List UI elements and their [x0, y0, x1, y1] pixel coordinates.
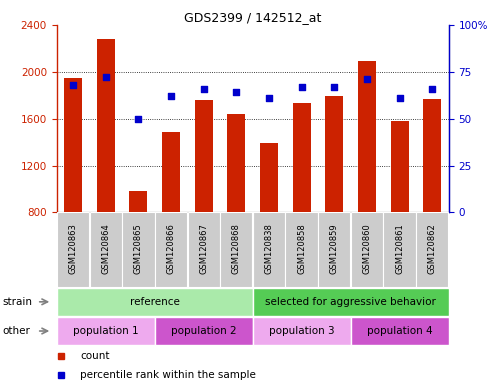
Point — [200, 86, 208, 92]
Bar — [285, 212, 318, 287]
Bar — [252, 317, 351, 345]
Text: GSM120866: GSM120866 — [167, 223, 176, 274]
Text: GSM120862: GSM120862 — [428, 223, 437, 274]
Title: GDS2399 / 142512_at: GDS2399 / 142512_at — [184, 11, 321, 24]
Text: GSM120858: GSM120858 — [297, 223, 306, 274]
Bar — [253, 212, 285, 287]
Bar — [57, 317, 155, 345]
Text: count: count — [80, 351, 110, 361]
Bar — [220, 212, 252, 287]
Bar — [90, 212, 122, 287]
Bar — [187, 212, 220, 287]
Point — [428, 86, 436, 92]
Bar — [390, 121, 409, 212]
Bar — [416, 212, 449, 287]
Text: selected for aggressive behavior: selected for aggressive behavior — [265, 297, 436, 307]
Bar — [195, 100, 212, 212]
Bar — [293, 103, 311, 212]
Text: GSM120863: GSM120863 — [69, 223, 77, 274]
Text: GSM120867: GSM120867 — [199, 223, 208, 274]
Bar — [155, 317, 252, 345]
Text: GSM120838: GSM120838 — [264, 223, 274, 274]
Text: GSM120865: GSM120865 — [134, 223, 143, 274]
Bar — [260, 143, 278, 212]
Point — [232, 89, 240, 96]
Point — [265, 95, 273, 101]
Bar — [162, 132, 180, 212]
Bar — [129, 191, 147, 212]
Point — [69, 82, 77, 88]
Text: population 4: population 4 — [367, 326, 432, 336]
Bar — [423, 99, 441, 212]
Bar — [64, 78, 82, 212]
Bar — [57, 288, 252, 316]
Text: GSM120860: GSM120860 — [362, 223, 372, 274]
Text: GSM120864: GSM120864 — [101, 223, 110, 274]
Bar — [384, 212, 416, 287]
Bar — [325, 96, 343, 212]
Text: percentile rank within the sample: percentile rank within the sample — [80, 370, 256, 380]
Text: population 1: population 1 — [73, 326, 139, 336]
Text: GSM120859: GSM120859 — [330, 223, 339, 274]
Text: population 3: population 3 — [269, 326, 334, 336]
Text: other: other — [2, 326, 31, 336]
Point — [298, 84, 306, 90]
Bar — [57, 212, 89, 287]
Point — [396, 95, 404, 101]
Bar — [122, 212, 154, 287]
Bar — [252, 288, 449, 316]
Point — [363, 76, 371, 83]
Text: strain: strain — [2, 297, 33, 307]
Point — [135, 116, 142, 122]
Bar — [97, 39, 115, 212]
Point — [167, 93, 175, 99]
Bar — [351, 212, 383, 287]
Bar — [358, 61, 376, 212]
Bar — [227, 114, 246, 212]
Text: GSM120868: GSM120868 — [232, 223, 241, 274]
Text: GSM120861: GSM120861 — [395, 223, 404, 274]
Point — [102, 74, 109, 81]
Bar — [351, 317, 449, 345]
Bar — [155, 212, 187, 287]
Text: reference: reference — [130, 297, 179, 307]
Text: population 2: population 2 — [171, 326, 237, 336]
Point — [330, 84, 338, 90]
Bar — [318, 212, 351, 287]
